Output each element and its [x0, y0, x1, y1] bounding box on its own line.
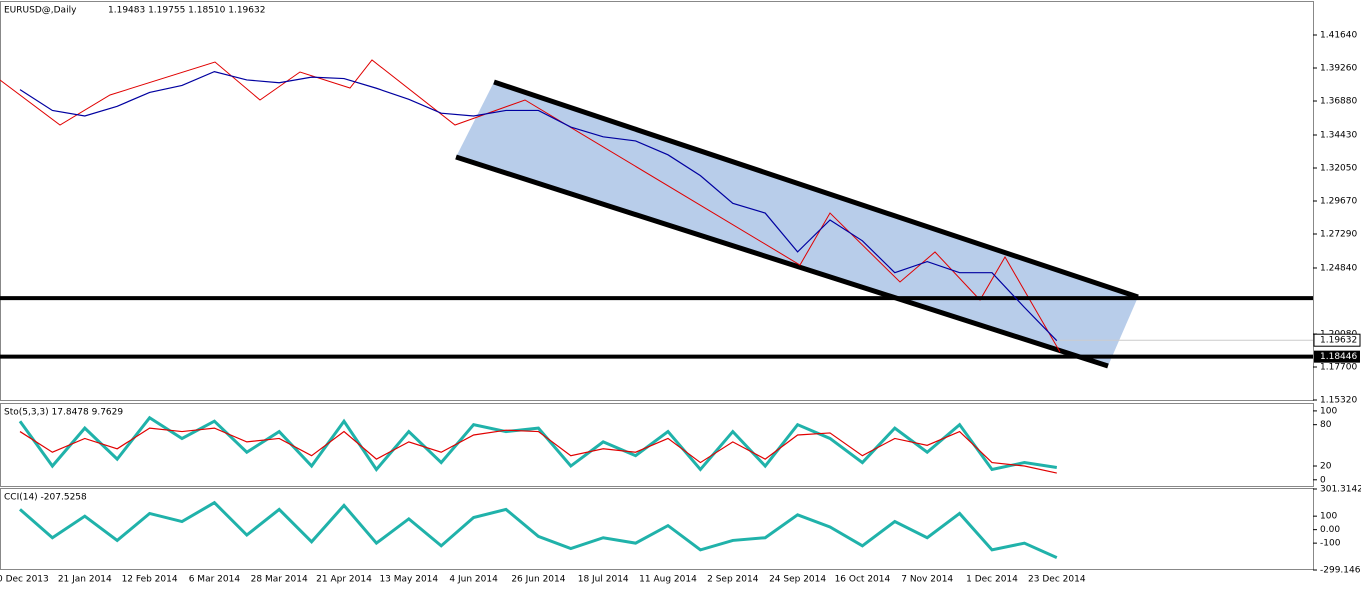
x-tick-label: 6 Mar 2014	[189, 575, 241, 585]
x-tick-label: 18 Jul 2014	[578, 575, 629, 585]
x-tick-label: 24 Sep 2014	[769, 575, 826, 585]
y-tick-label: 1.34430	[1320, 130, 1357, 140]
x-tick-label: 23 Dec 2014	[1028, 575, 1086, 585]
y-tick-label: 301.3142	[1320, 485, 1361, 495]
ohlc: 1.19483 1.19755 1.18510 1.19632	[108, 6, 265, 16]
y-tick-label: -299.1462	[1320, 566, 1361, 576]
cci-panel	[0, 488, 1314, 570]
panel-title: CCI(14) -207.5258	[4, 493, 87, 503]
y-tick-label: 1.36880	[1320, 97, 1357, 107]
y-tick-label: 1.17700	[1320, 362, 1357, 372]
channel-bottom	[455, 154, 1109, 369]
y-tick-label: 1.32050	[1320, 163, 1357, 173]
y-tick-label: 1.39260	[1320, 64, 1357, 74]
panel-title: Sto(5,3,3) 17.8478 9.7629	[4, 408, 123, 418]
y-tick-label: 20	[1320, 462, 1332, 472]
series-line	[19, 500, 1058, 560]
price-tag	[1313, 333, 1361, 347]
x-tick-label: 13 May 2014	[379, 575, 438, 585]
y-tick-label: 1.27290	[1320, 230, 1357, 240]
y-tick-label: 1.41640	[1320, 31, 1357, 41]
series-line	[19, 70, 1058, 342]
zigzag	[0, 59, 1061, 353]
channel-fill	[456, 82, 1138, 366]
level-tag	[1314, 350, 1360, 363]
x-tick-label: 28 Mar 2014	[251, 575, 308, 585]
y-tick-label: 1.29670	[1320, 197, 1357, 207]
y-tick-label: -100	[1320, 539, 1341, 549]
y-tick-label: 100	[1320, 512, 1337, 522]
x-tick-label: 21 Apr 2014	[316, 575, 372, 585]
series-line	[19, 427, 1057, 474]
x-tick-label: 1 Dec 2014	[966, 575, 1018, 585]
x-tick-label: 7 Nov 2014	[901, 575, 953, 585]
symbol-title: EURUSD@,Daily	[4, 6, 77, 16]
x-tick-label: 26 Jun 2014	[511, 575, 565, 585]
y-tick-label: 0	[1320, 475, 1326, 485]
x-tick-label: 2 Sep 2014	[707, 575, 759, 585]
y-tick-label: 80	[1320, 420, 1332, 430]
x-tick-label: 4 Jun 2014	[449, 575, 498, 585]
channel-top	[493, 79, 1139, 300]
y-tick-label: 1.24840	[1320, 263, 1357, 273]
price-label: 1.19632	[1320, 336, 1357, 346]
level-label: 1.18446	[1320, 352, 1357, 362]
y-tick-label: 0.00	[1320, 525, 1340, 535]
x-tick-label: 30 Dec 2013	[0, 575, 49, 585]
x-tick-label: 21 Jan 2014	[58, 575, 112, 585]
x-tick-label: 16 Oct 2014	[835, 575, 891, 585]
x-tick-label: 11 Aug 2014	[639, 575, 697, 585]
x-tick-label: 12 Feb 2014	[122, 575, 178, 585]
series-line	[18, 415, 1058, 472]
y-tick-label: 100	[1320, 406, 1337, 416]
sto-panel	[0, 403, 1314, 487]
y-tick-label: 1.15320	[1320, 396, 1357, 406]
